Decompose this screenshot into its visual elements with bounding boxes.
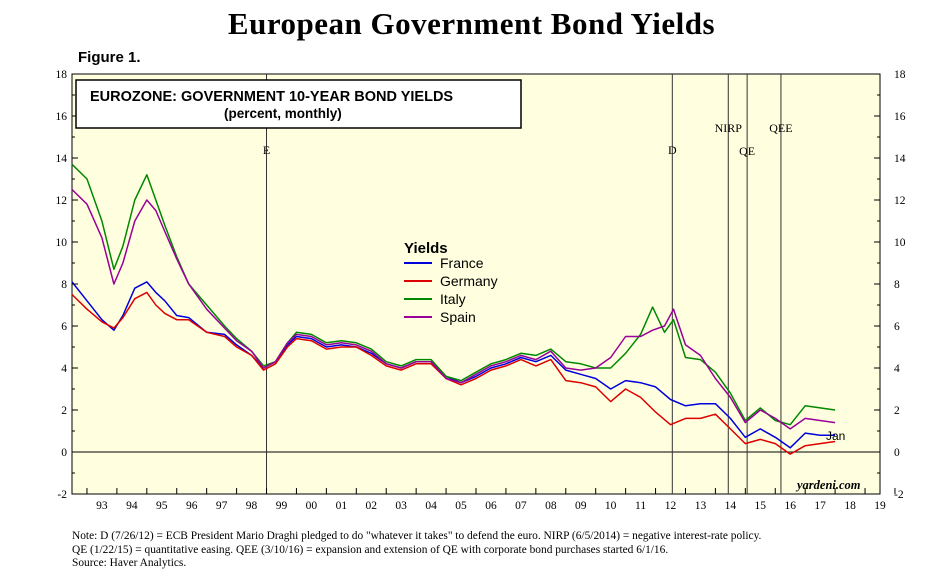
x-tick-label: 93 <box>96 500 108 512</box>
chart-title: EUROZONE: GOVERNMENT 10-YEAR BOND YIELDS <box>90 89 453 105</box>
y-tick-label-right: 8 <box>894 279 900 291</box>
y-tick-label-right: 14 <box>894 153 906 165</box>
x-tick-label: 02 <box>366 500 378 512</box>
legend-label-spain: Spain <box>440 309 476 325</box>
note-source: Source: Haver Analytics. <box>72 557 187 569</box>
y-tick-label-left: 10 <box>56 237 68 249</box>
x-tick-label: 14 <box>725 500 737 512</box>
series-lines <box>71 163 836 455</box>
x-tick-label: 94 <box>126 500 138 512</box>
x-tick-label: 16 <box>784 500 796 512</box>
chart-notes: Note: D (7/26/12) = ECB President Mario … <box>72 530 922 571</box>
x-tick-label: 05 <box>455 500 467 512</box>
x-tick-label: 01 <box>336 500 348 512</box>
page-title: European Government Bond Yields <box>227 6 716 41</box>
x-tick-label: 04 <box>425 500 437 512</box>
y-tick-label-right: 0 <box>894 447 900 459</box>
event-label-e: E <box>263 143 270 157</box>
x-tick-label: 99 <box>276 500 288 512</box>
legend: Yields France Germany Italy Spain <box>404 240 498 325</box>
chart-title-box: EUROZONE: GOVERNMENT 10-YEAR BOND YIELDS… <box>75 79 522 129</box>
y-tick-label-left: 6 <box>61 321 67 333</box>
y-tick-label-left: 12 <box>56 195 68 207</box>
y-tick-label-left: 4 <box>61 363 67 375</box>
x-tick-label: 03 <box>395 500 407 512</box>
y-tick-label-left: 8 <box>61 279 67 291</box>
y-tick-label-right: 2 <box>894 405 900 417</box>
y-tick-label-right: 4 <box>894 363 900 375</box>
x-tick-label: 15 <box>755 500 767 512</box>
legend-title: Yields <box>404 240 448 257</box>
y-tick-label-left: 16 <box>56 111 68 123</box>
x-tick-label: 11 <box>635 500 646 512</box>
x-tick-label: 17 <box>814 500 826 512</box>
y-tick-label-left: 18 <box>56 69 68 81</box>
x-tick-label: 98 <box>246 500 258 512</box>
x-tick-label: 96 <box>186 500 198 512</box>
series-line-spain <box>71 188 836 430</box>
y-tick-label-right: 16 <box>894 111 906 123</box>
note-line-2: QE (1/22/15) = quantitative easing. QEE … <box>72 543 669 556</box>
note-line-1: Note: D (7/26/12) = ECB President Mario … <box>72 530 762 542</box>
event-label-qee: QEE <box>769 121 792 135</box>
event-label-nirp: NIRP <box>715 121 743 135</box>
x-tick-label: 09 <box>575 500 587 512</box>
y-tick-label-right: 18 <box>894 69 906 81</box>
legend-label-germany: Germany <box>440 273 498 289</box>
x-tick-label: 13 <box>695 500 707 512</box>
end-label: Jan <box>826 429 845 443</box>
y-tick-label-left: 2 <box>61 405 67 417</box>
x-tick-label: 07 <box>515 500 527 512</box>
x-tick-label: 10 <box>605 500 617 512</box>
legend-label-france: France <box>440 255 484 271</box>
legend-label-italy: Italy <box>440 291 466 307</box>
x-tick-label: 12 <box>665 500 677 512</box>
y-tick-label-left: 0 <box>61 447 67 459</box>
figure-label: Figure 1. <box>78 49 141 66</box>
event-label-d: D <box>668 143 677 157</box>
x-tick-label: 95 <box>156 500 168 512</box>
y-tick-label-left: 14 <box>56 153 68 165</box>
plot-background <box>71 73 881 495</box>
y-tick-label-right: 12 <box>894 195 906 207</box>
x-tick-label: 18 <box>844 500 856 512</box>
x-tick-label: 00 <box>306 500 318 512</box>
y-tick-label-right: -2 <box>894 489 904 501</box>
y-tick-label-left: -2 <box>57 489 67 501</box>
right-y-axis: -2 0 2 4 6 8 10 12 14 16 18 <box>874 69 906 501</box>
y-tick-label-right: 10 <box>894 237 906 249</box>
x-tick-label: 19 <box>874 500 886 512</box>
event-label-qe: QE <box>739 144 755 158</box>
x-tick-label: 97 <box>216 500 228 512</box>
left-y-axis: -2 0 2 4 6 8 10 12 14 16 18 <box>56 69 78 501</box>
x-axis: 93 94 95 96 97 98 99 00 01 02 03 04 05 06 07 08 09 10 11 12… <box>86 488 896 512</box>
plot-area <box>71 73 881 495</box>
series-line-germany <box>71 291 836 455</box>
watermark: yardeni.com <box>795 478 861 492</box>
x-tick-label: 06 <box>485 500 497 512</box>
x-tick-label: 08 <box>545 500 557 512</box>
event-lines: E D NIRP QE QEE <box>263 74 793 494</box>
y-tick-label-right: 6 <box>894 321 900 333</box>
series-line-italy <box>71 163 836 426</box>
chart-subtitle: (percent, monthly) <box>224 106 342 121</box>
